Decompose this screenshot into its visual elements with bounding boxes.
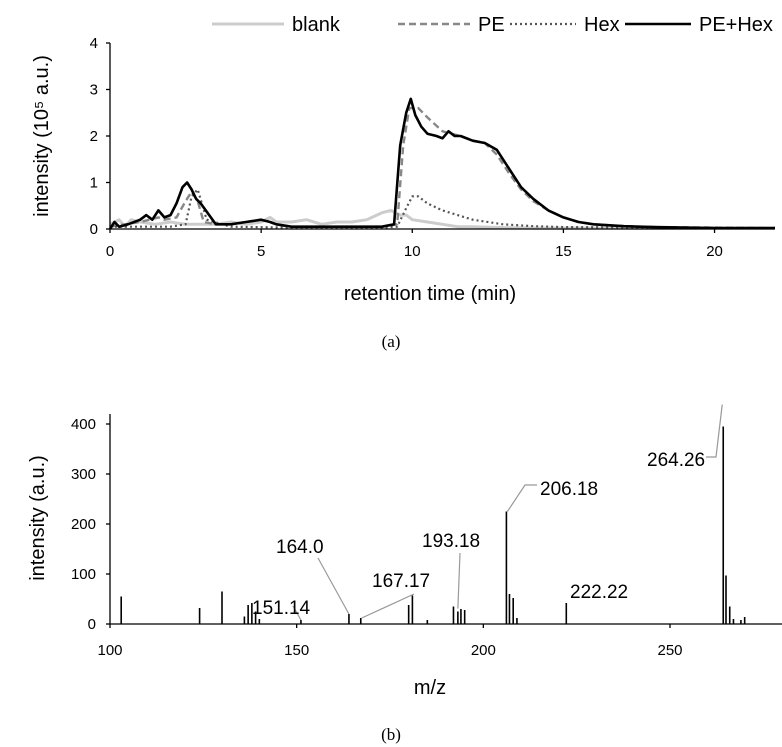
x-tick-label: 5 (257, 243, 265, 260)
y-tick-label: 400 (71, 416, 96, 433)
chromatogram-x-axis-title: retention time (min) (344, 283, 516, 305)
y-tick-label: 3 (90, 82, 98, 99)
series-line-pe-hex (108, 97, 775, 230)
x-tick-label: 200 (471, 642, 496, 659)
chromatogram-series (108, 97, 776, 230)
y-tick-label: 100 (71, 566, 96, 583)
chromatogram-y-axis-title: intensity (10⁵ a.u.) (31, 55, 53, 217)
panel-a-label: (a) (382, 332, 401, 351)
y-tick-label: 0 (90, 221, 98, 238)
series-line-blank (109, 208, 775, 230)
x-tick-label: 100 (97, 642, 122, 659)
peak-annotation-label: 222.22 (570, 582, 628, 603)
y-tick-label: 4 (90, 35, 98, 52)
y-tick-label: 300 (71, 466, 96, 483)
y-tick-label: 200 (71, 516, 96, 533)
chromatogram-panel: blank PE Hex PE+Hex 0 1 2 3 4 0 5 10 15 20 intensity… (31, 14, 776, 351)
annotation-leader-line (317, 557, 350, 615)
annotation-leader-line (706, 404, 723, 458)
spectrum-x-axis-title: m/z (414, 677, 446, 699)
peak-annotation-label: 206.18 (540, 479, 598, 500)
mass-spectrum-peaks (120, 426, 746, 624)
peak-annotation-label: 151.14 (252, 598, 311, 619)
y-tick-label: 1 (90, 175, 98, 192)
legend-label: blank (292, 14, 341, 36)
series-line-pe (109, 106, 776, 230)
annotation-leader-line (292, 605, 302, 621)
spectrum-y-axis-title: intensity (a.u.) (27, 455, 49, 581)
peak-annotation-label: 164.0 (276, 537, 324, 558)
y-tick-label: 0 (88, 616, 96, 633)
panel-b-label: (b) (381, 725, 401, 744)
series-line-hex (110, 188, 776, 230)
peak-annotation-label: 193.18 (422, 531, 480, 552)
y-tick-label: 2 (90, 128, 98, 145)
annotation-leader-line (457, 552, 461, 609)
x-tick-label: 150 (284, 642, 309, 659)
legend-label: PE (478, 14, 505, 36)
mass-spectrum-panel: 151.14 164.0 167.17 193.18 206.18 222.22 264.2… (27, 404, 782, 744)
x-tick-label: 250 (657, 642, 682, 659)
legend: blank PE Hex PE+Hex (212, 14, 773, 36)
annotation-leader-line (361, 593, 415, 619)
annotation-leader-line (506, 484, 537, 512)
x-tick-label: 15 (555, 243, 572, 260)
x-tick-label: 0 (106, 243, 114, 260)
peak-annotation-label: 167.17 (372, 571, 430, 592)
x-tick-label: 20 (706, 243, 723, 260)
legend-label: PE+Hex (699, 14, 773, 36)
legend-label: Hex (584, 14, 620, 36)
chromatogram-axes: 0 1 2 3 4 0 5 10 15 20 (90, 35, 775, 260)
peak-annotations: 151.14 164.0 167.17 193.18 206.18 222.22 264.2… (252, 404, 723, 621)
peak-annotation-label: 264.26 (647, 450, 705, 471)
x-tick-label: 10 (404, 243, 421, 260)
